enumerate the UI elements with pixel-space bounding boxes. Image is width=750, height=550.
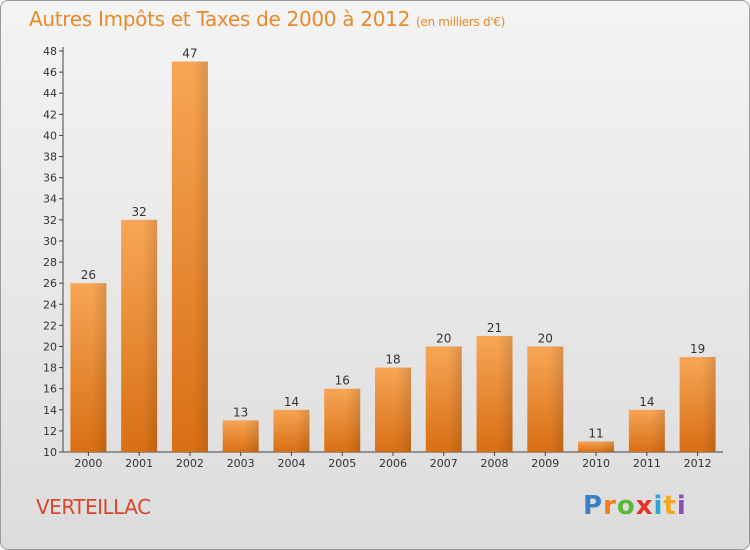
data-label: 21 [487, 321, 502, 335]
y-tick-label: 20 [43, 340, 57, 353]
y-tick-label: 12 [43, 425, 57, 438]
y-tick-label: 36 [43, 172, 57, 185]
y-tick-label: 22 [43, 319, 57, 332]
x-tick-label: 2005 [328, 457, 356, 470]
x-tick-label: 2009 [531, 457, 559, 470]
bar-shade [600, 441, 614, 452]
y-tick-label: 24 [43, 298, 57, 311]
y-tick-label: 32 [43, 214, 57, 227]
x-tick-label: 2000 [74, 457, 102, 470]
bar-shade [549, 346, 563, 452]
bar-shade [194, 62, 208, 452]
logo-letter: P [583, 491, 603, 521]
data-label: 14 [284, 395, 299, 409]
y-tick-label: 44 [43, 87, 57, 100]
y-tick-label: 26 [43, 277, 57, 290]
y-tick-label: 18 [43, 362, 57, 375]
bar-shade [295, 410, 309, 452]
logo-letter: x [636, 491, 654, 521]
data-label: 13 [233, 405, 248, 419]
bar-shade [244, 420, 258, 452]
y-tick-label: 28 [43, 256, 57, 269]
data-label: 16 [335, 374, 350, 388]
data-label: 26 [81, 268, 96, 282]
bar-shade [498, 336, 512, 452]
data-label: 32 [132, 205, 147, 219]
data-label: 11 [588, 426, 603, 440]
x-tick-label: 2008 [481, 457, 509, 470]
y-tick-label: 14 [43, 404, 57, 417]
bar-shade [346, 389, 360, 452]
bar-shade [397, 368, 411, 452]
y-tick-label: 16 [43, 383, 57, 396]
y-tick-label: 42 [43, 108, 57, 121]
y-tick-label: 48 [43, 45, 57, 58]
x-tick-label: 2007 [430, 457, 458, 470]
proxiti-logo: Proxiti [583, 491, 687, 521]
data-label: 19 [690, 342, 705, 356]
x-tick-label: 2003 [227, 457, 255, 470]
data-label: 20 [436, 331, 451, 345]
logo-letter: o [617, 491, 636, 521]
y-tick-label: 34 [43, 193, 57, 206]
x-tick-label: 2002 [176, 457, 204, 470]
logo-letter: t [663, 491, 676, 521]
x-tick-label: 2006 [379, 457, 407, 470]
y-tick-label: 46 [43, 66, 57, 79]
logo-letter: i [677, 491, 687, 521]
x-tick-label: 2004 [277, 457, 305, 470]
x-tick-label: 2011 [633, 457, 661, 470]
data-label: 18 [385, 353, 400, 367]
logo-letter: r [603, 491, 617, 521]
bar-shade [650, 410, 664, 452]
data-label: 14 [639, 395, 654, 409]
x-tick-label: 2010 [582, 457, 610, 470]
x-tick-label: 2001 [125, 457, 153, 470]
logo-letter: i [654, 491, 664, 521]
bar-shade [447, 346, 461, 452]
y-tick-label: 30 [43, 235, 57, 248]
bar-shade [92, 283, 106, 452]
bar-shade [143, 220, 157, 452]
y-tick-label: 10 [43, 446, 57, 459]
y-tick-label: 38 [43, 151, 57, 164]
data-label: 20 [538, 331, 553, 345]
data-label: 47 [182, 47, 197, 61]
y-tick-label: 40 [43, 129, 57, 142]
bar-shade [701, 357, 715, 452]
x-tick-label: 2012 [684, 457, 712, 470]
commune-name: VERTEILLAC [36, 495, 151, 519]
